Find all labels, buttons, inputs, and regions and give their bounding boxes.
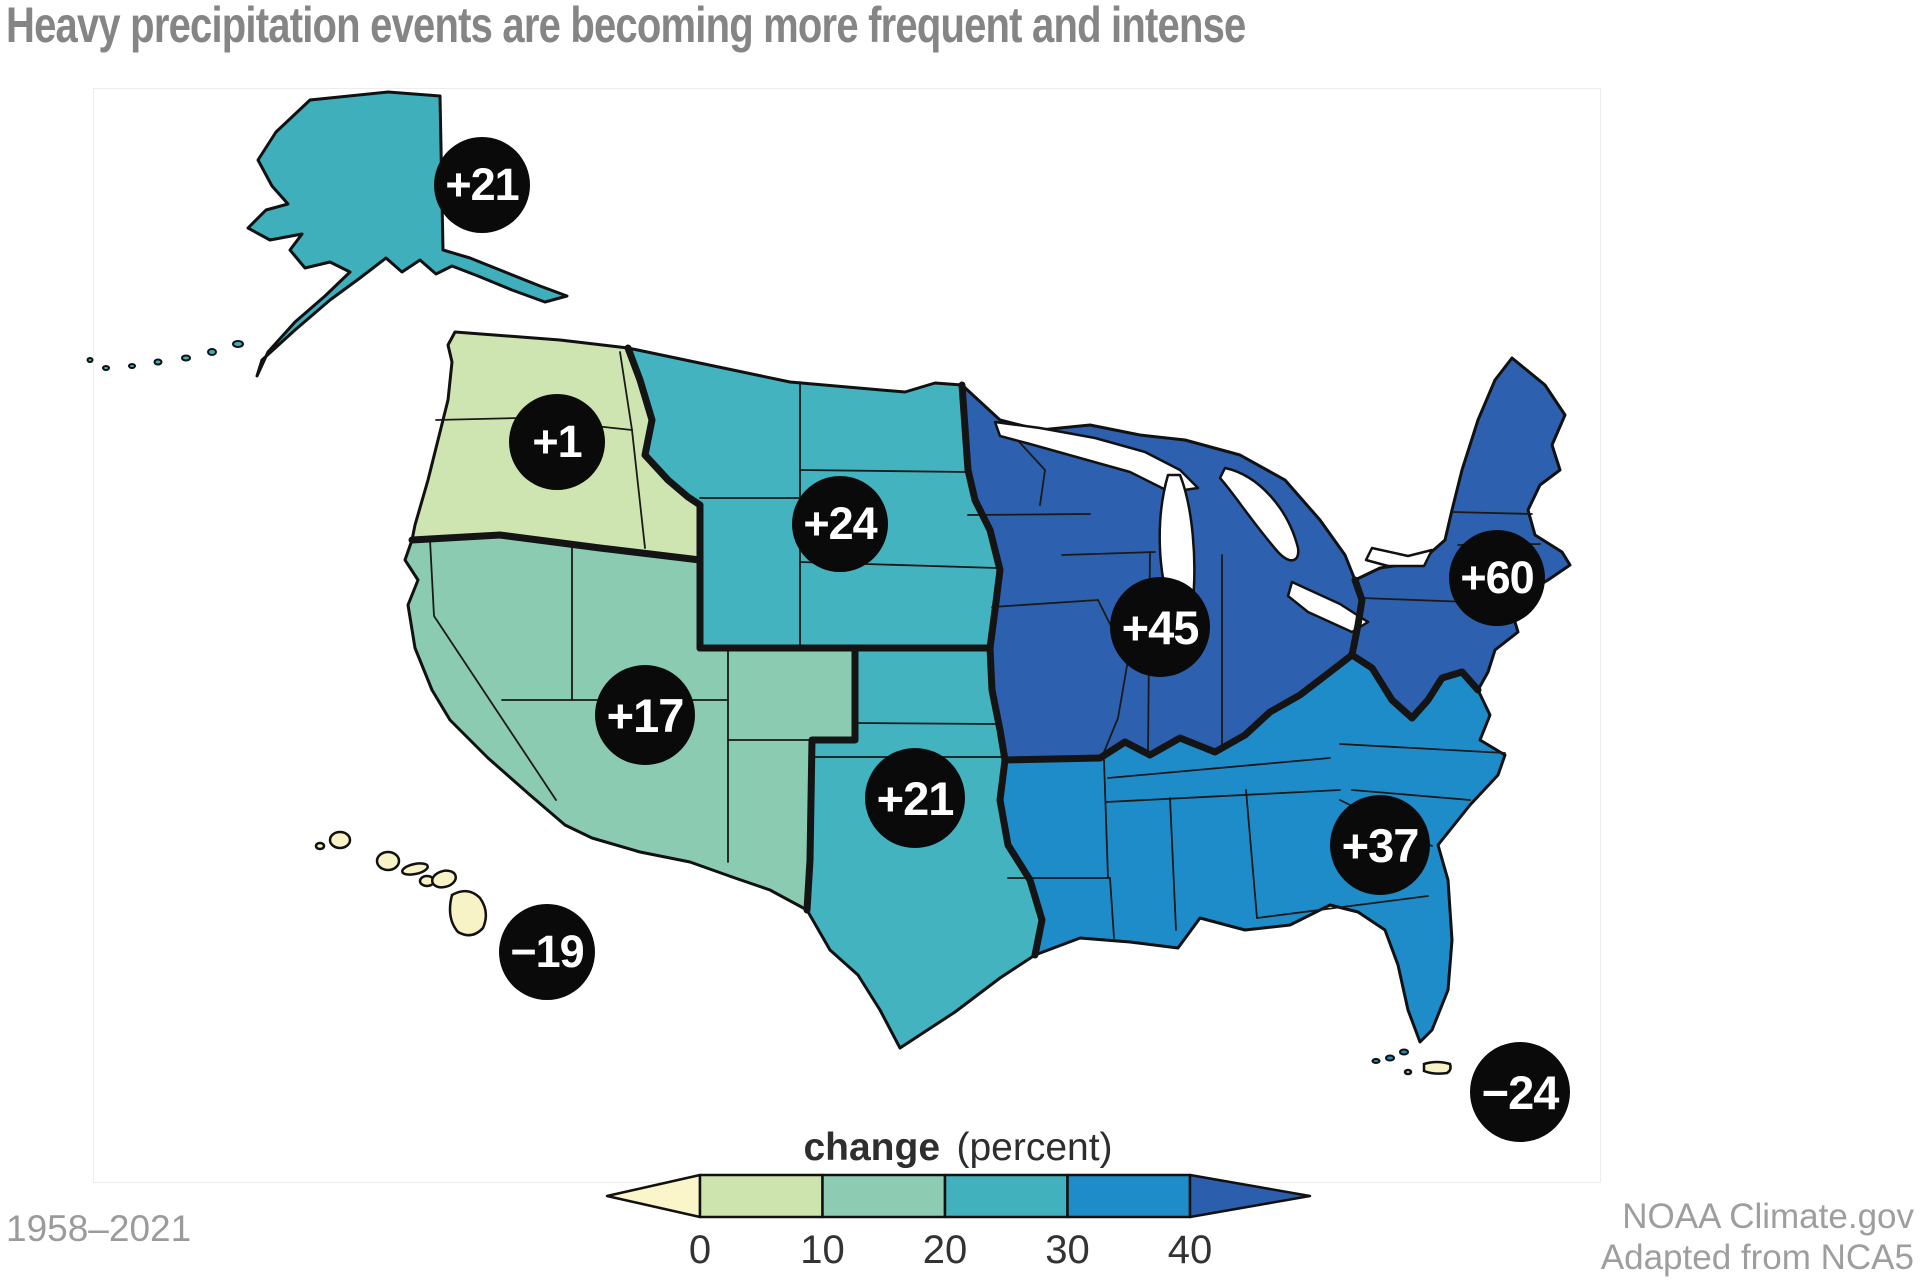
source-line-2: Adapted from NCA5 — [1600, 1238, 1914, 1277]
puerto-rico — [1422, 1060, 1452, 1075]
region-borders — [408, 344, 1482, 959]
badge-us-caribbean: −24 — [1470, 1042, 1570, 1142]
legend-arrow-left — [605, 1173, 702, 1219]
legend: change (percent) 0 10 20 30 40 — [605, 1126, 1312, 1272]
source-line-1: NOAA Climate.gov — [1622, 1197, 1914, 1236]
lake-erie — [1286, 580, 1370, 634]
lake-ontario — [1364, 546, 1434, 568]
legend-tick-10: 10 — [800, 1228, 845, 1272]
badge-hawaii: −19 — [499, 904, 595, 1000]
region-alaska — [86, 90, 569, 378]
badge-southern-great-plains: +21 — [865, 748, 965, 848]
badge-northeast: +60 — [1449, 530, 1545, 626]
legend-bin-30-40 — [1066, 1173, 1192, 1219]
badge-northwest: +1 — [509, 394, 605, 490]
badge-southwest: +17 — [595, 665, 695, 765]
legend-bin-0-10 — [698, 1173, 824, 1219]
region-hawaii — [314, 830, 488, 937]
badge-midwest: +45 — [1110, 577, 1210, 677]
source-attribution: NOAA Climate.gov Adapted from NCA5 — [1601, 1196, 1914, 1278]
legend-ticks: 0 10 20 30 40 — [689, 1228, 1212, 1272]
hawaii-big-island — [448, 889, 488, 937]
legend-bin-10-20 — [821, 1173, 947, 1219]
legend-tick-0: 0 — [689, 1228, 711, 1272]
region-northeast — [1350, 356, 1572, 720]
lake-huron — [1218, 466, 1300, 562]
legend-title-rest: (percent) — [956, 1126, 1112, 1169]
region-us-caribbean — [1403, 1060, 1452, 1076]
legend-title: change (percent) — [803, 1126, 1112, 1169]
badge-northern-great-plains: +24 — [792, 476, 888, 572]
florida-keys — [1371, 1048, 1409, 1064]
badge-southeast: +37 — [1330, 795, 1430, 895]
legend-bin-20-30 — [943, 1173, 1069, 1219]
legend-arrow-right — [1188, 1173, 1312, 1219]
aleutian-islands — [86, 340, 244, 371]
legend-tick-30: 30 — [1045, 1228, 1090, 1272]
legend-tick-40: 40 — [1168, 1228, 1213, 1272]
legend-tick-20: 20 — [923, 1228, 968, 1272]
badge-alaska: +21 — [434, 137, 530, 233]
legend-title-bold: change — [803, 1126, 940, 1169]
chart-title: Heavy precipitation events are becoming … — [6, 0, 1246, 53]
period-label: 1958–2021 — [6, 1208, 192, 1249]
